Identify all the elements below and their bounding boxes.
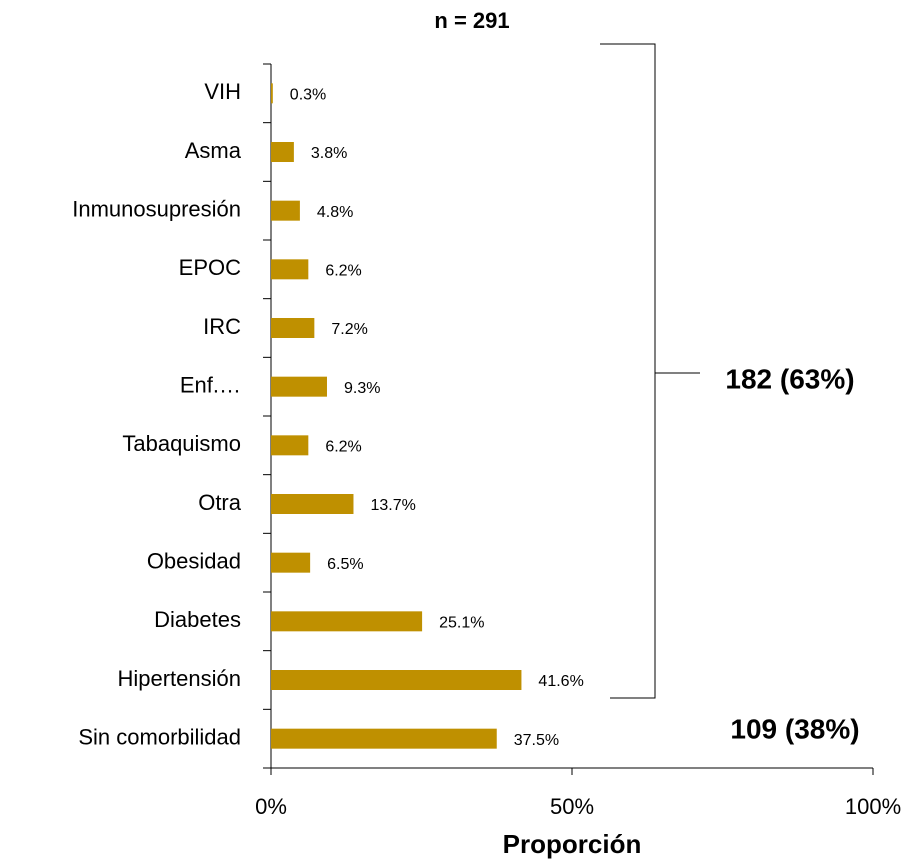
bar	[271, 142, 294, 162]
data-label: 7.2%	[331, 321, 367, 338]
bracket	[600, 43, 656, 699]
data-label: 37.5%	[514, 732, 559, 749]
bar	[271, 83, 273, 104]
y-tick-label: Inmunosupresión	[72, 196, 241, 221]
data-label: 9.3%	[344, 380, 380, 397]
bar	[271, 318, 315, 338]
data-label: 25.1%	[439, 615, 484, 632]
y-tick-label: IRC	[203, 314, 241, 339]
bar	[271, 435, 309, 456]
data-label: 6.5%	[327, 556, 363, 573]
y-tick-label: Hipertensión	[117, 666, 241, 691]
bar	[271, 552, 311, 573]
bar	[271, 376, 327, 397]
bar	[271, 670, 522, 690]
y-tick-label: Asma	[185, 138, 242, 163]
data-label: 41.6%	[538, 673, 583, 690]
data-label: 6.2%	[325, 439, 361, 456]
data-label: 3.8%	[311, 145, 347, 162]
data-label: 0.3%	[290, 87, 326, 104]
y-tick-label: Tabaquismo	[122, 431, 241, 456]
x-tick-label: 50%	[550, 794, 594, 819]
data-label: 6.2%	[325, 263, 361, 280]
bar	[271, 494, 354, 514]
x-tick-label: 0%	[255, 794, 287, 819]
x-tick-label: 100%	[845, 794, 901, 819]
bar	[271, 259, 309, 280]
y-tick-label: Enf.…	[180, 372, 241, 397]
bar	[271, 200, 300, 221]
chart-title: n = 291	[434, 8, 509, 33]
y-tick-label: Diabetes	[154, 607, 241, 632]
y-tick-label: Obesidad	[147, 548, 241, 573]
bar	[271, 728, 497, 749]
data-label: 13.7%	[370, 497, 415, 514]
annotation: 109 (38%)	[730, 713, 859, 744]
y-tick-label: Sin comorbilidad	[78, 724, 241, 749]
annotation: 182 (63%)	[725, 363, 854, 394]
x-axis-label: Proporción	[503, 829, 642, 859]
bar	[271, 611, 423, 632]
data-label: 4.8%	[317, 204, 353, 221]
y-tick-label: VIH	[204, 79, 241, 104]
y-tick-label: EPOC	[179, 255, 241, 280]
y-tick-label: Otra	[198, 490, 242, 515]
